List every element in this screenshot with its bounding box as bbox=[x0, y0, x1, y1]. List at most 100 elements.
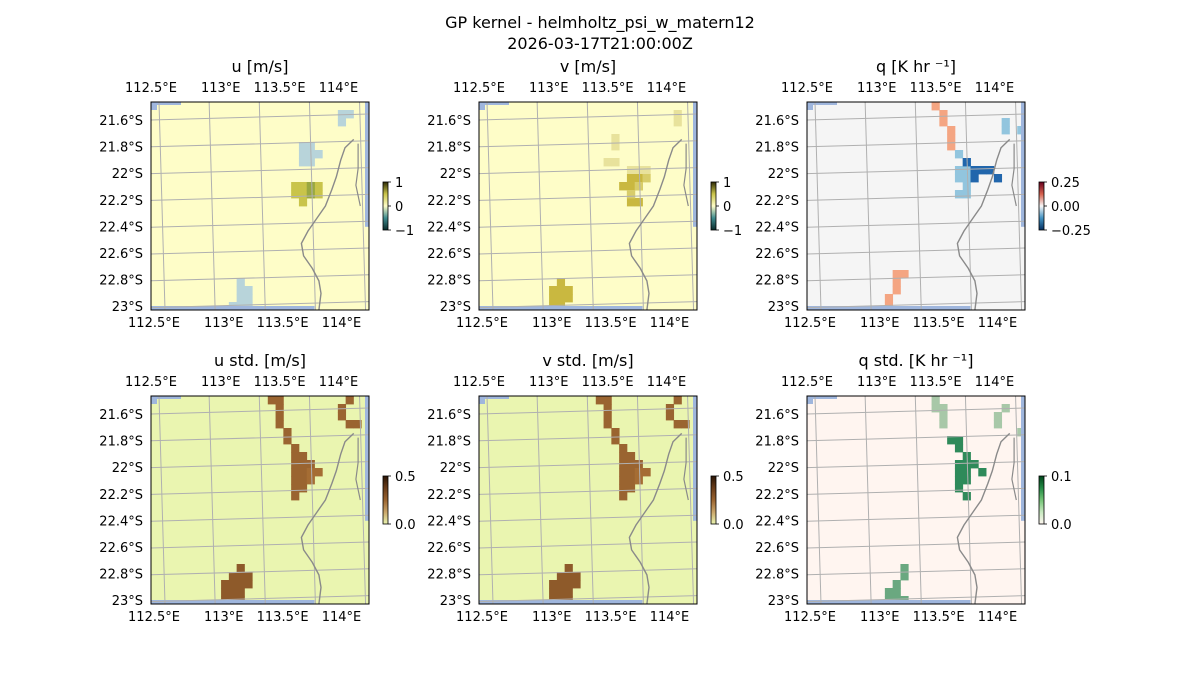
colorbar-tick-label: 1 bbox=[395, 176, 403, 191]
data-cell bbox=[236, 286, 245, 295]
data-cell bbox=[291, 476, 300, 485]
x-tick-label-top: 113°E bbox=[857, 375, 897, 390]
gridline bbox=[486, 102, 494, 310]
coastline bbox=[683, 437, 689, 501]
data-cell bbox=[626, 484, 636, 493]
data-cell bbox=[306, 182, 315, 191]
y-tick-label: 22.2°S bbox=[99, 194, 143, 209]
data-cell bbox=[673, 420, 682, 429]
y-tick-label: 21.8°S bbox=[427, 141, 471, 156]
data-cell bbox=[556, 572, 566, 581]
data-cell bbox=[634, 198, 643, 207]
y-tick-label: 21.8°S bbox=[755, 141, 799, 156]
data-cell bbox=[603, 420, 612, 429]
gridline bbox=[914, 102, 922, 310]
data-cell bbox=[665, 412, 675, 421]
map-area bbox=[151, 102, 369, 310]
data-cell bbox=[337, 412, 347, 421]
data-cell bbox=[564, 294, 573, 303]
data-cell bbox=[954, 436, 964, 445]
y-tick-label: 21.6°S bbox=[427, 408, 471, 423]
x-tick-label-bottom: 112.5°E bbox=[784, 316, 836, 331]
data-cell bbox=[939, 110, 948, 119]
y-tick-label: 22.4°S bbox=[755, 514, 799, 529]
x-tick-label-top: 114°E bbox=[975, 81, 1015, 96]
coastline bbox=[300, 432, 355, 604]
data-cell bbox=[549, 294, 558, 303]
x-tick-label-top: 114°E bbox=[975, 375, 1015, 390]
y-tick-label: 22.4°S bbox=[99, 220, 143, 235]
x-tick-label-bottom: 113.5°E bbox=[257, 610, 309, 625]
data-cell bbox=[564, 286, 573, 295]
gridline bbox=[807, 568, 1025, 576]
ocean-edge bbox=[151, 396, 181, 399]
y-tick-label: 22.8°S bbox=[427, 568, 471, 583]
data-cell bbox=[642, 174, 651, 183]
ocean-edge bbox=[693, 396, 697, 521]
data-cell bbox=[611, 158, 620, 167]
gridline bbox=[479, 113, 697, 121]
data-cell bbox=[947, 126, 956, 135]
x-tick-label-top: 113°E bbox=[529, 375, 569, 390]
data-cell bbox=[337, 118, 347, 127]
y-tick-label: 23°S bbox=[112, 594, 143, 609]
data-cell bbox=[626, 174, 636, 183]
data-cell bbox=[626, 190, 636, 199]
colorbar-gradient bbox=[710, 475, 717, 525]
data-cell bbox=[298, 150, 308, 159]
ocean-edge bbox=[807, 396, 837, 399]
data-cell bbox=[993, 412, 1003, 421]
data-cell bbox=[291, 182, 300, 191]
gridline bbox=[151, 595, 369, 603]
data-cell bbox=[978, 468, 987, 477]
gridline bbox=[479, 434, 697, 442]
data-cell bbox=[939, 118, 948, 127]
y-tick-label: 22.2°S bbox=[427, 194, 471, 209]
colorbar-tick-label: −0.25 bbox=[1051, 224, 1091, 239]
data-cell bbox=[298, 484, 308, 493]
data-cell bbox=[314, 190, 323, 199]
x-tick-label-top: 113°E bbox=[529, 81, 569, 96]
data-cell bbox=[634, 166, 643, 175]
data-cell bbox=[962, 190, 971, 199]
colorbar-tick-label: 0.0 bbox=[395, 518, 416, 533]
gridline bbox=[158, 102, 166, 310]
panel-title: v std. [m/s] bbox=[542, 351, 633, 370]
data-cell bbox=[298, 198, 308, 207]
gridline bbox=[308, 102, 316, 310]
y-tick-label: 22°S bbox=[768, 461, 799, 476]
gridline bbox=[151, 434, 369, 442]
colorbar-tick-label: −1 bbox=[723, 224, 742, 239]
ocean-edge bbox=[365, 396, 369, 521]
gridline bbox=[864, 396, 872, 604]
data-cell bbox=[291, 484, 300, 493]
ocean-edge bbox=[807, 102, 837, 105]
ocean-edge bbox=[693, 102, 697, 227]
colorbar-gradient bbox=[382, 181, 389, 231]
data-cell bbox=[884, 588, 894, 597]
ocean-edge bbox=[365, 102, 369, 227]
x-tick-label-top: 113.5°E bbox=[582, 81, 634, 96]
data-cell bbox=[236, 572, 245, 581]
figure-subtitle: 2026-03-17T21:00:00Z bbox=[507, 34, 693, 53]
data-cell bbox=[603, 158, 612, 167]
ocean-edge bbox=[1021, 396, 1025, 521]
data-cell bbox=[556, 580, 566, 589]
data-cell bbox=[291, 444, 300, 453]
data-cell bbox=[665, 404, 675, 413]
data-cell bbox=[345, 420, 354, 429]
data-cell bbox=[595, 396, 604, 405]
gridline bbox=[479, 595, 697, 603]
colorbar-tick-label: 0.25 bbox=[1051, 176, 1080, 191]
data-cell bbox=[900, 270, 909, 279]
gridline bbox=[914, 396, 922, 604]
data-cell bbox=[244, 580, 253, 589]
gridline bbox=[479, 301, 697, 309]
data-cell bbox=[603, 404, 612, 413]
gridline bbox=[807, 301, 1025, 309]
colorbar-tick-label: −1 bbox=[395, 224, 414, 239]
data-cell bbox=[947, 142, 956, 151]
x-tick-label-bottom: 113°E bbox=[204, 316, 244, 331]
y-tick-label: 21.8°S bbox=[427, 435, 471, 450]
gridline bbox=[479, 220, 697, 228]
